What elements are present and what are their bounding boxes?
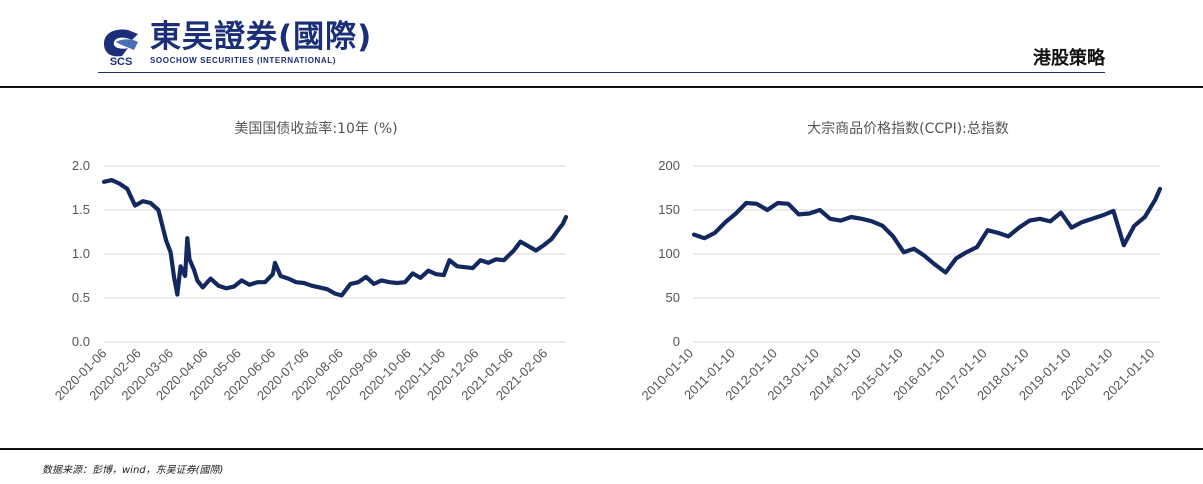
series-line: [691, 186, 1163, 275]
top-divider: [0, 86, 1203, 88]
y-tick-label: 200: [658, 158, 680, 173]
y-tick-label: 100: [658, 246, 680, 261]
us-treasury-yield-chart: 美国国债收益率:10年 (%) 0.0 0.5 1.0 1.5 2.0 2020-01-06…: [40, 100, 600, 440]
source-note: 数据来源：彭博，wind，东吴证券(國際): [42, 465, 224, 476]
logo-english-name: SOOCHOW SECURITIES (INTERNATIONAL): [150, 56, 337, 65]
company-logo: SCS 東吴證券(國際) SOOCHOW SECURITIES (INTERNA…: [98, 20, 372, 66]
chart-2-svg: 大宗商品价格指数(CCPI):总指数0501001502002010-01-10…: [638, 121, 1163, 403]
series-line: [101, 178, 569, 298]
y-tick-label: 50: [666, 290, 680, 305]
ccpi-index-chart: 大宗商品价格指数(CCPI):总指数 0 50 100 150 200 2010-01-10…: [630, 100, 1190, 440]
y-tick-label: 1.5: [72, 202, 90, 217]
logo-mark-text: SCS: [110, 56, 133, 66]
chart-title: 美国国债收益率:10年 (%): [234, 120, 397, 137]
chart-title: 大宗商品价格指数(CCPI):总指数: [807, 121, 1009, 137]
chart-1-svg: 美国国债收益率:10年 (%)0.00.51.01.52.02020-01-06…: [52, 120, 569, 403]
scs-logo-icon: SCS: [104, 29, 138, 66]
bottom-divider: [0, 448, 1203, 450]
y-tick-label: 0.0: [72, 334, 90, 349]
header-divider: [98, 72, 1105, 73]
y-tick-label: 150: [658, 202, 680, 217]
report-header: SCS 東吴證券(國際) SOOCHOW SECURITIES (INTERNA…: [0, 0, 1203, 90]
y-tick-label: 0.5: [72, 290, 90, 305]
y-tick-label: 0: [673, 334, 680, 349]
logo-chinese-name: 東吴證券(國際): [150, 19, 373, 55]
y-tick-label: 1.0: [72, 246, 90, 261]
y-tick-label: 2.0: [72, 158, 90, 173]
section-title: 港股策略: [1033, 48, 1105, 69]
